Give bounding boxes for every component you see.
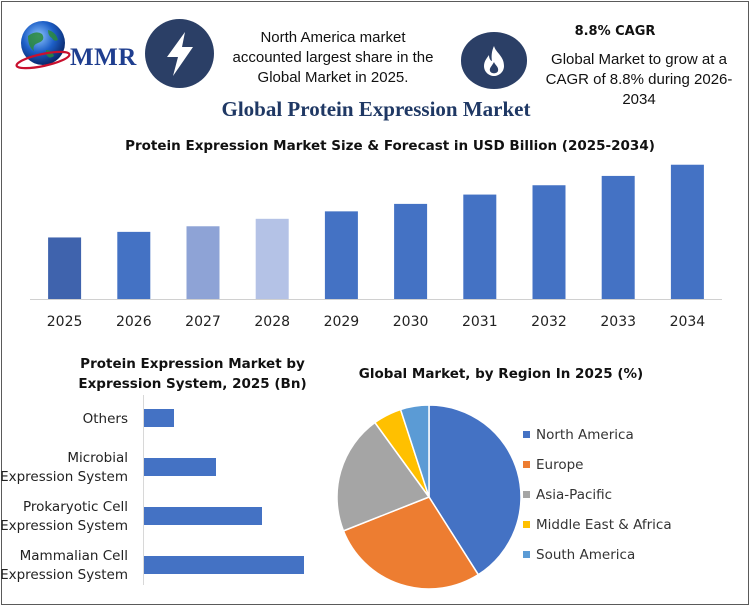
bar-2031 bbox=[463, 194, 497, 299]
legend-label: Europe bbox=[536, 457, 583, 473]
bar-2025 bbox=[48, 237, 82, 299]
hbar-2 bbox=[144, 458, 216, 476]
pie-slice-3 bbox=[336, 421, 431, 532]
x-tick-label: 2029 bbox=[324, 314, 360, 330]
bar-2032 bbox=[532, 185, 566, 299]
x-tick-label: 2031 bbox=[462, 314, 498, 330]
category-label: Mammalian Cell Expression System bbox=[0, 548, 128, 583]
legend-label: South America bbox=[536, 547, 635, 563]
cagr-label: 8.8% CAGR bbox=[574, 24, 656, 39]
x-tick-label: 2034 bbox=[670, 314, 706, 330]
bar-2034 bbox=[670, 164, 704, 299]
legend-swatch bbox=[523, 551, 530, 558]
bar-2029 bbox=[324, 211, 358, 299]
pie-slice-2 bbox=[342, 496, 480, 590]
x-tick-label: 2028 bbox=[254, 314, 290, 330]
category-label: Microbial Expression System bbox=[0, 450, 128, 485]
region-share-text: North America market accounted largest s… bbox=[232, 29, 434, 86]
hbar-1 bbox=[144, 409, 174, 427]
cagr-text: Global Market to grow at a CAGR of 8.8% … bbox=[545, 51, 733, 108]
legend-swatch bbox=[523, 521, 530, 528]
region-pie-chart: North America Europe Asia-Pacific Middle Ea… bbox=[336, 404, 672, 590]
logo-text: MMR bbox=[70, 44, 137, 71]
forecast-bar-chart: 2025 2026 2027 2028 2029 2030 2031 2032 2033 2034 bbox=[30, 164, 722, 330]
legend-swatch bbox=[523, 461, 530, 468]
globe-icon bbox=[15, 21, 71, 70]
x-tick-label: 2026 bbox=[116, 314, 152, 330]
legend-label: Middle East & Africa bbox=[536, 517, 672, 533]
bar-2033 bbox=[601, 175, 635, 299]
bar-2030 bbox=[394, 203, 428, 299]
hbar-3 bbox=[144, 507, 262, 525]
x-tick-label: 2033 bbox=[600, 314, 636, 330]
x-tick-label: 2032 bbox=[531, 314, 567, 330]
page-title: Global Protein Expression Market bbox=[221, 97, 531, 121]
flame-icon bbox=[461, 32, 527, 89]
legend-swatch bbox=[523, 431, 530, 438]
legend-swatch bbox=[523, 491, 530, 498]
bar-2026 bbox=[117, 231, 151, 299]
x-tick-label: 2030 bbox=[393, 314, 429, 330]
lightning-bolt-icon bbox=[145, 19, 214, 88]
x-tick-label: 2027 bbox=[185, 314, 221, 330]
legend-label: North America bbox=[536, 427, 634, 443]
pie-slice-5 bbox=[399, 404, 430, 498]
bar-2028 bbox=[255, 218, 289, 299]
category-label: Others bbox=[83, 411, 128, 427]
expression-system-bar-chart: Others Microbial Expression System Prokaryo… bbox=[0, 395, 304, 585]
expression-system-chart-title: Protein Expression Market by Expression … bbox=[78, 356, 307, 392]
region-chart-title: Global Market, by Region In 2025 (%) bbox=[358, 366, 644, 382]
bar-2027 bbox=[186, 226, 220, 299]
x-tick-label: 2025 bbox=[47, 314, 83, 330]
forecast-chart-title: Protein Expression Market Size & Forecas… bbox=[125, 138, 655, 154]
legend-label: Asia-Pacific bbox=[536, 487, 612, 503]
hbar-4 bbox=[144, 556, 304, 574]
category-label: Prokaryotic Cell Expression System bbox=[0, 499, 128, 534]
